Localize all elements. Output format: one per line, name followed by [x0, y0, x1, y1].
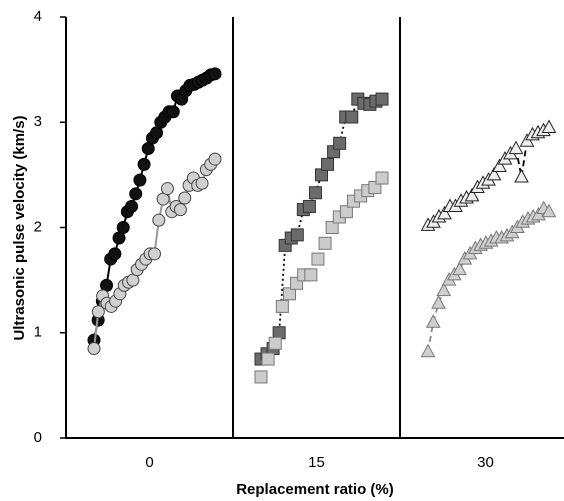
data-point	[464, 187, 480, 202]
data-point	[345, 110, 359, 124]
y-tick-label: 1	[34, 324, 42, 341]
x-tick-label: 0	[145, 454, 153, 471]
data-point	[137, 157, 151, 171]
data-point	[486, 166, 502, 181]
data-point	[311, 252, 325, 266]
y-axis-title: Ultrasonic pulse velocity (km/s)	[11, 115, 28, 340]
data-point	[541, 119, 557, 134]
data-point	[195, 176, 209, 190]
data-point	[116, 221, 130, 234]
data-point	[325, 221, 339, 234]
x-axis-title: Replacement ratio (%)	[236, 481, 394, 498]
data-point	[208, 67, 222, 81]
series-line	[260, 97, 383, 360]
data-point	[108, 247, 122, 261]
data-point	[160, 182, 174, 196]
data-point	[91, 305, 105, 319]
data-point	[514, 168, 529, 183]
data-point	[420, 343, 436, 358]
data-point	[452, 261, 467, 276]
y-tick-label: 0	[34, 429, 42, 446]
data-point	[166, 105, 180, 119]
data-point	[431, 295, 446, 309]
data-point	[375, 92, 389, 106]
data-point	[290, 228, 304, 242]
data-point	[321, 157, 335, 171]
data-point	[304, 268, 318, 282]
data-point	[425, 314, 441, 328]
data-point	[492, 158, 507, 172]
data-point	[87, 342, 101, 356]
data-point	[275, 299, 289, 313]
data-point	[318, 236, 332, 250]
data-point	[375, 171, 389, 185]
data-point	[436, 282, 452, 297]
data-point	[152, 213, 166, 227]
data-point	[178, 191, 192, 205]
data-point	[261, 352, 275, 366]
data-point	[437, 205, 452, 220]
data-point	[308, 186, 322, 200]
data-point	[541, 203, 557, 218]
y-tick-label: 2	[34, 218, 42, 235]
data-point	[125, 199, 139, 213]
data-point	[148, 247, 161, 261]
data-point	[254, 370, 268, 384]
data-point	[339, 205, 353, 219]
x-tick-label: 30	[477, 454, 494, 471]
data-point	[208, 152, 222, 166]
data-point	[508, 140, 524, 155]
data-point	[268, 336, 282, 350]
data-point	[173, 203, 187, 217]
data-point	[333, 136, 347, 150]
data-point	[282, 287, 296, 301]
y-tick-label: 4	[34, 8, 42, 25]
y-tick-label: 3	[34, 113, 42, 130]
data-point	[302, 199, 316, 213]
data-point	[133, 173, 147, 187]
x-tick-label: 15	[308, 454, 325, 471]
data-point	[129, 187, 143, 201]
